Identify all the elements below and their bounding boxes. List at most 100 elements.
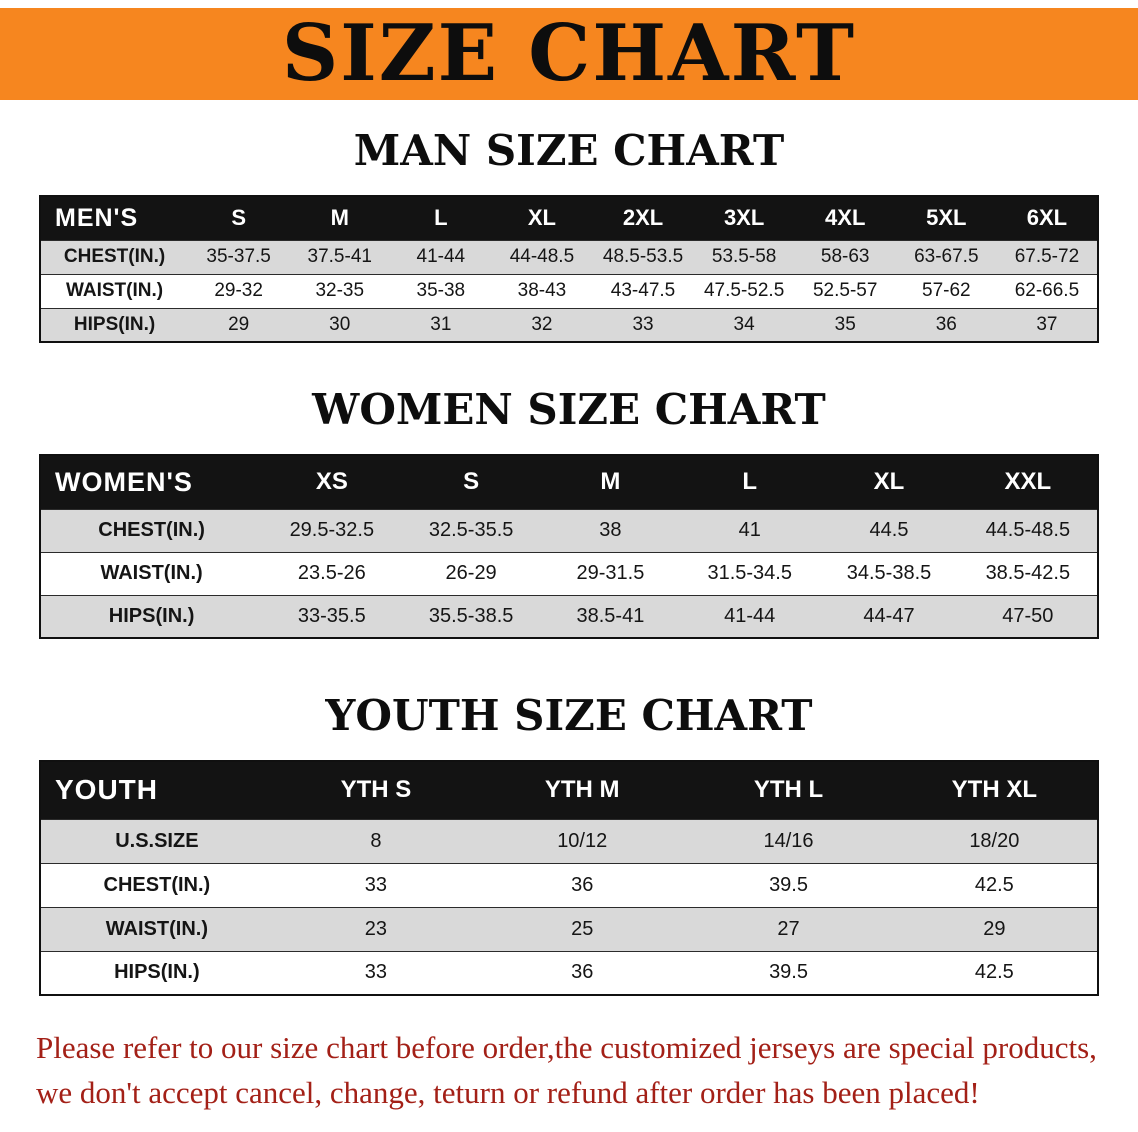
size-value: 38 xyxy=(540,508,681,552)
size-value: 52.5-57 xyxy=(794,273,896,308)
women-section-heading: WOMEN SIZE CHART xyxy=(312,385,826,434)
size-value: 29 xyxy=(891,906,1098,951)
size-value: 62-66.5 xyxy=(996,273,1098,308)
size-value: 26-29 xyxy=(401,551,541,595)
size-value: 35-38 xyxy=(390,273,492,308)
youth-waist-row: WAIST(IN.) 23 25 27 29 xyxy=(40,906,1098,951)
size-value: 35-37.5 xyxy=(188,239,290,274)
men-chest-row: CHEST(IN.) 35-37.5 37.5-41 41-44 44-48.5… xyxy=(40,239,1098,274)
row-label: HIPS(IN.) xyxy=(40,307,189,342)
size-value: 42.5 xyxy=(891,950,1098,995)
size-value: 32-35 xyxy=(289,273,391,308)
row-label: U.S.SIZE xyxy=(40,818,273,863)
size-value: 10/12 xyxy=(479,818,686,863)
size-value: 35.5-38.5 xyxy=(401,594,541,638)
youth-size-table: YOUTH YTH S YTH M YTH L YTH XL U.S.SIZE … xyxy=(39,760,1099,996)
men-size-header-m: M xyxy=(289,196,391,240)
page-title: SIZE CHART xyxy=(281,8,857,99)
size-value: 33 xyxy=(272,862,480,907)
size-value: 47-50 xyxy=(958,594,1098,638)
women-size-table: WOMEN'S XS S M L XL XXL CHEST(IN.) 29.5-… xyxy=(39,454,1099,639)
men-size-header-s: S xyxy=(188,196,290,240)
size-value: 18/20 xyxy=(891,818,1098,863)
men-waist-row: WAIST(IN.) 29-32 32-35 35-38 38-43 43-47… xyxy=(40,273,1098,308)
size-value: 39.5 xyxy=(685,950,892,995)
size-value: 33 xyxy=(592,307,694,342)
disclaimer-line-1: Please refer to our size chart before or… xyxy=(36,1030,1097,1065)
youth-table-title: YOUTH xyxy=(40,761,273,819)
women-waist-row: WAIST(IN.) 23.5-26 26-29 29-31.5 31.5-34… xyxy=(40,551,1098,595)
size-value: 27 xyxy=(685,906,892,951)
row-label: CHEST(IN.) xyxy=(40,508,263,552)
size-value: 36 xyxy=(479,950,686,995)
size-value: 67.5-72 xyxy=(996,239,1098,274)
row-label: WAIST(IN.) xyxy=(40,273,189,308)
banner: SIZE CHART xyxy=(0,8,1138,100)
men-size-header-6xl: 6XL xyxy=(996,196,1098,240)
size-value: 30 xyxy=(289,307,391,342)
men-size-header-xl: XL xyxy=(491,196,593,240)
youth-size-header-l: YTH L xyxy=(685,761,892,819)
size-value: 38.5-42.5 xyxy=(958,551,1098,595)
women-chest-row: CHEST(IN.) 29.5-32.5 32.5-35.5 38 41 44.… xyxy=(40,508,1098,552)
men-hips-row: HIPS(IN.) 29 30 31 32 33 34 35 36 37 xyxy=(40,307,1098,342)
size-value: 31 xyxy=(390,307,492,342)
size-value: 32.5-35.5 xyxy=(401,508,541,552)
row-label: HIPS(IN.) xyxy=(40,594,263,638)
women-size-header-xs: XS xyxy=(262,455,402,509)
men-size-header-3xl: 3XL xyxy=(693,196,795,240)
women-header-row: WOMEN'S XS S M L XL XXL xyxy=(40,455,1098,509)
size-value: 38-43 xyxy=(491,273,593,308)
size-value: 29-31.5 xyxy=(540,551,681,595)
men-size-table: MEN'S S M L XL 2XL 3XL 4XL 5XL 6XL CHEST… xyxy=(39,195,1099,343)
size-value: 58-63 xyxy=(794,239,896,274)
size-value: 47.5-52.5 xyxy=(693,273,795,308)
size-value: 44-47 xyxy=(819,594,959,638)
size-value: 37 xyxy=(996,307,1098,342)
row-label: WAIST(IN.) xyxy=(40,551,263,595)
size-value: 37.5-41 xyxy=(289,239,391,274)
size-value: 31.5-34.5 xyxy=(680,551,820,595)
size-value: 38.5-41 xyxy=(540,594,681,638)
women-section: WOMEN SIZE CHART WOMEN'S XS S M L XL XXL… xyxy=(0,385,1138,639)
size-value: 63-67.5 xyxy=(895,239,997,274)
youth-size-header-s: YTH S xyxy=(272,761,480,819)
youth-header-row: YOUTH YTH S YTH M YTH L YTH XL xyxy=(40,761,1098,819)
size-value: 23.5-26 xyxy=(262,551,402,595)
men-header-row: MEN'S S M L XL 2XL 3XL 4XL 5XL 6XL xyxy=(40,196,1098,240)
size-value: 25 xyxy=(479,906,686,951)
row-label: WAIST(IN.) xyxy=(40,906,273,951)
men-size-header-4xl: 4XL xyxy=(794,196,896,240)
size-value: 42.5 xyxy=(891,862,1098,907)
women-size-header-l: L xyxy=(680,455,820,509)
size-value: 33-35.5 xyxy=(262,594,402,638)
size-value: 29-32 xyxy=(188,273,290,308)
youth-section: YOUTH SIZE CHART YOUTH YTH S YTH M YTH L… xyxy=(0,691,1138,996)
men-size-header-2xl: 2XL xyxy=(592,196,694,240)
disclaimer-line-2: we don't accept cancel, change, teturn o… xyxy=(36,1074,980,1110)
youth-section-heading: YOUTH SIZE CHART xyxy=(325,691,813,740)
size-value: 34.5-38.5 xyxy=(819,551,959,595)
size-value: 39.5 xyxy=(685,862,892,907)
row-label: CHEST(IN.) xyxy=(40,239,189,274)
youth-hips-row: HIPS(IN.) 33 36 39.5 42.5 xyxy=(40,950,1098,995)
size-value: 8 xyxy=(272,818,480,863)
size-value: 44-48.5 xyxy=(491,239,593,274)
size-value: 23 xyxy=(272,906,480,951)
size-value: 36 xyxy=(895,307,997,342)
size-value: 29 xyxy=(188,307,290,342)
size-value: 43-47.5 xyxy=(592,273,694,308)
row-label: HIPS(IN.) xyxy=(40,950,273,995)
youth-size-header-m: YTH M xyxy=(479,761,686,819)
youth-chest-row: CHEST(IN.) 33 36 39.5 42.5 xyxy=(40,862,1098,907)
size-value: 44.5-48.5 xyxy=(958,508,1098,552)
size-value: 41-44 xyxy=(390,239,492,274)
men-size-header-5xl: 5XL xyxy=(895,196,997,240)
men-size-header-l: L xyxy=(390,196,492,240)
women-size-header-xxl: XXL xyxy=(958,455,1098,509)
size-value: 14/16 xyxy=(685,818,892,863)
size-value: 41-44 xyxy=(680,594,820,638)
row-label: CHEST(IN.) xyxy=(40,862,273,907)
size-value: 33 xyxy=(272,950,480,995)
